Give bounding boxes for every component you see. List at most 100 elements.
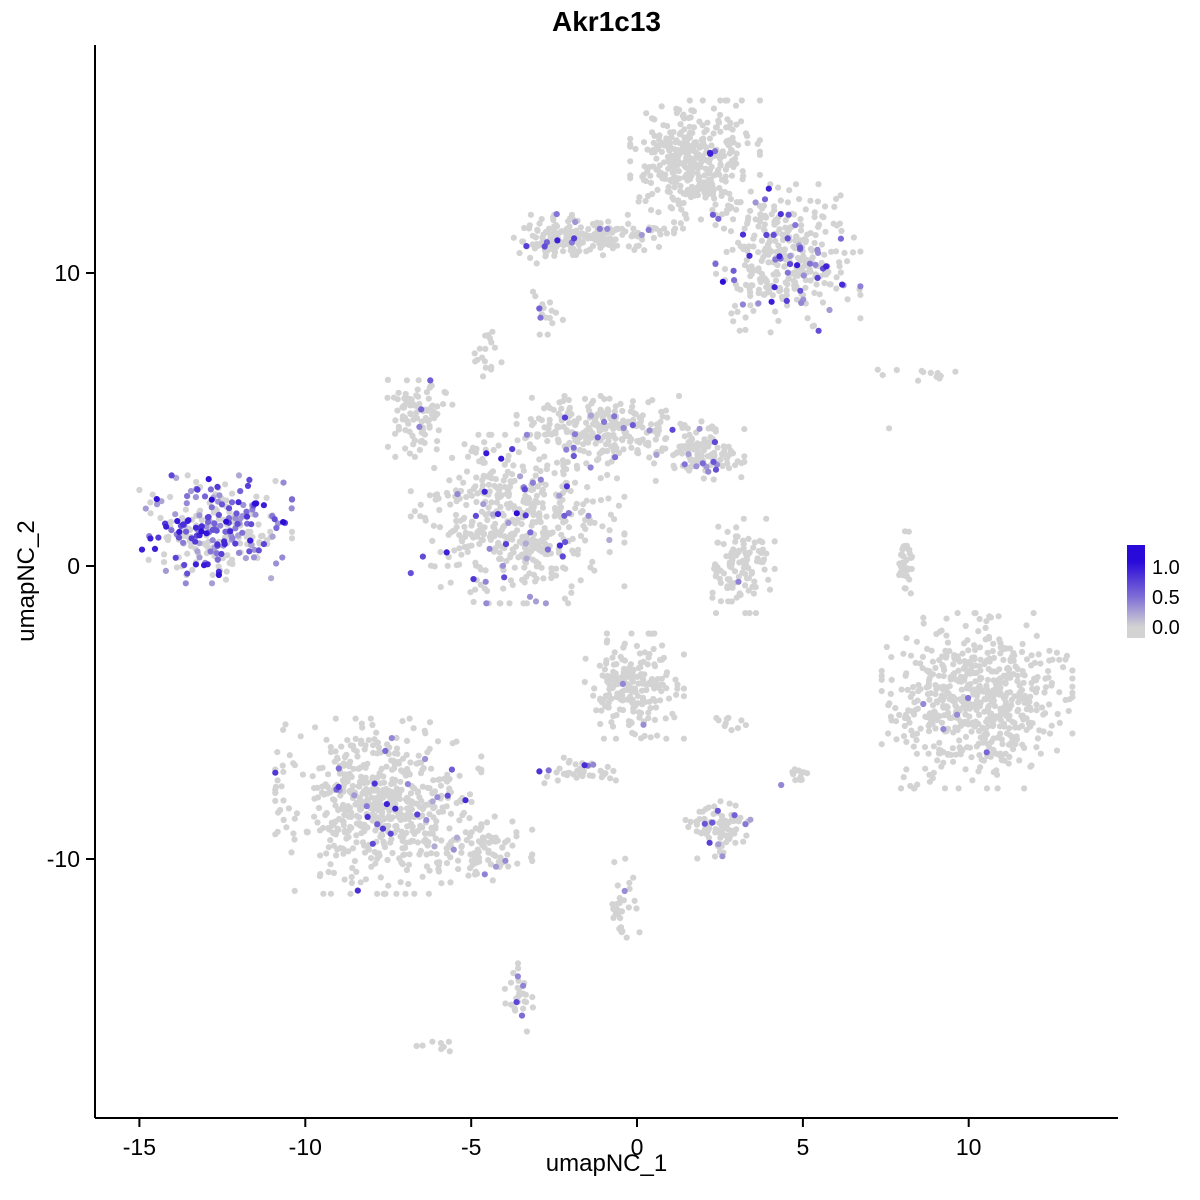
data-point xyxy=(476,458,483,465)
data-point xyxy=(1004,730,1011,737)
data-point xyxy=(609,433,616,440)
data-point xyxy=(930,715,937,722)
data-point xyxy=(416,851,423,858)
data-point xyxy=(468,829,475,836)
data-point xyxy=(413,392,420,399)
data-point xyxy=(381,841,388,848)
data-point xyxy=(807,197,814,204)
data-point xyxy=(247,537,254,544)
data-point xyxy=(938,763,945,770)
data-point xyxy=(259,532,266,539)
data-point xyxy=(496,549,503,556)
data-point xyxy=(742,314,749,321)
data-point xyxy=(690,124,698,131)
data-point xyxy=(715,117,722,124)
data-point xyxy=(480,839,487,846)
data-point xyxy=(797,227,805,234)
data-point xyxy=(704,829,711,836)
data-point xyxy=(969,777,976,784)
data-point xyxy=(532,598,540,605)
data-point xyxy=(727,228,735,235)
data-point xyxy=(636,439,643,446)
data-point xyxy=(446,775,453,783)
data-point xyxy=(417,822,424,830)
data-point xyxy=(797,216,804,223)
data-point xyxy=(402,844,409,851)
data-point xyxy=(621,687,628,694)
data-point xyxy=(674,155,681,163)
data-point xyxy=(717,111,724,118)
data-point xyxy=(481,524,488,531)
data-point xyxy=(724,97,731,104)
data-point xyxy=(990,668,997,675)
data-point xyxy=(645,226,652,233)
data-point xyxy=(766,586,774,593)
data-point xyxy=(655,209,662,216)
data-point xyxy=(915,688,922,695)
data-point xyxy=(399,404,406,411)
data-point xyxy=(740,515,747,522)
data-point xyxy=(712,428,719,435)
x-tick-label: -5 xyxy=(461,1134,481,1160)
data-point xyxy=(586,772,593,779)
data-point xyxy=(583,419,590,426)
data-point xyxy=(168,527,175,534)
data-point xyxy=(559,316,567,323)
data-point xyxy=(628,698,635,705)
data-point xyxy=(467,589,474,596)
data-point xyxy=(317,871,324,878)
data-point xyxy=(732,462,739,469)
data-point xyxy=(778,781,785,789)
data-point xyxy=(644,146,651,153)
data-point xyxy=(702,165,709,172)
data-point xyxy=(837,192,844,199)
data-point xyxy=(408,800,415,807)
data-point xyxy=(671,167,678,174)
data-point xyxy=(545,425,552,433)
data-point xyxy=(1006,645,1014,652)
data-point xyxy=(797,776,804,784)
data-point xyxy=(943,632,950,639)
data-point xyxy=(518,1012,526,1019)
data-point xyxy=(648,421,655,428)
data-point xyxy=(510,462,517,469)
data-point xyxy=(263,494,270,501)
data-point xyxy=(429,1038,436,1045)
data-point xyxy=(167,518,175,525)
data-point xyxy=(688,436,696,443)
data-point xyxy=(429,537,436,545)
data-point xyxy=(431,788,439,795)
data-point xyxy=(197,507,204,514)
data-point xyxy=(681,433,688,440)
data-point xyxy=(505,504,512,511)
data-point xyxy=(417,438,424,445)
data-point xyxy=(337,792,344,799)
data-point xyxy=(961,640,968,647)
data-point xyxy=(483,600,490,607)
data-point xyxy=(427,562,435,569)
data-point xyxy=(819,299,827,306)
data-point xyxy=(405,861,413,868)
data-point xyxy=(422,730,429,737)
data-point xyxy=(436,776,443,783)
data-point xyxy=(682,816,689,824)
data-point xyxy=(183,500,190,507)
data-point xyxy=(750,544,757,551)
data-point xyxy=(802,284,809,291)
data-point xyxy=(819,213,826,220)
data-point xyxy=(472,512,479,520)
data-point xyxy=(725,465,733,472)
data-point xyxy=(209,571,216,579)
data-point xyxy=(205,476,212,483)
data-point xyxy=(335,807,342,814)
data-point xyxy=(404,781,411,788)
data-point xyxy=(544,331,551,338)
data-point xyxy=(476,564,483,571)
data-point xyxy=(681,134,688,141)
data-point xyxy=(562,539,569,546)
data-point xyxy=(798,257,805,264)
data-point xyxy=(742,326,749,333)
data-point xyxy=(478,769,485,776)
data-point xyxy=(342,808,349,815)
data-point xyxy=(705,834,713,841)
